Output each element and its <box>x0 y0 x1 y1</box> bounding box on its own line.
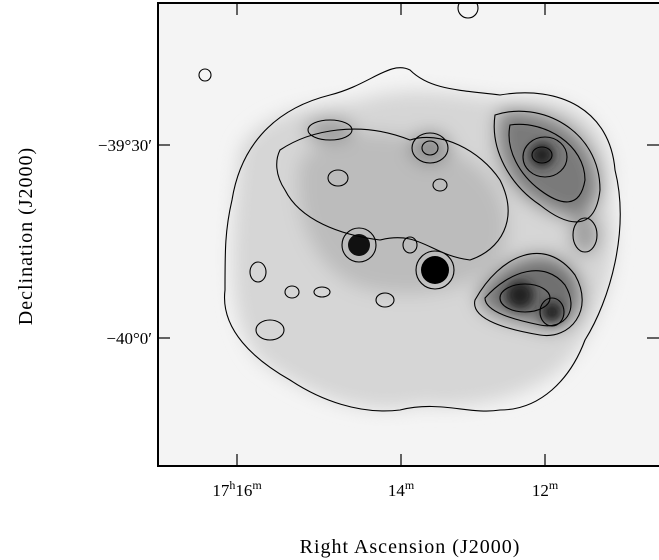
y-tick-label: −40°0′ <box>106 329 152 348</box>
tick-unit: m <box>252 478 262 492</box>
tick-unit: m <box>549 478 559 492</box>
tick-number: 16 <box>235 481 252 500</box>
x-tick-label: 12m <box>532 478 559 500</box>
tick-unit: h <box>229 478 235 492</box>
tick-number: 17 <box>212 481 230 500</box>
tick-number: 12 <box>532 481 549 500</box>
ticks <box>158 3 659 466</box>
contours <box>198 3 621 412</box>
tick-number: 14 <box>388 481 406 500</box>
y-tick-label: −39°30′ <box>98 136 152 155</box>
x-tick-label: 17h16m <box>212 478 262 500</box>
y-axis-label: Declination (J2000) <box>15 147 37 325</box>
sky-image <box>158 3 659 466</box>
x-tick-label: 14m <box>388 478 415 500</box>
x-axis-label: Right Ascension (J2000) <box>300 536 521 558</box>
plot-frame <box>157 2 659 467</box>
tick-unit: m <box>405 478 415 492</box>
